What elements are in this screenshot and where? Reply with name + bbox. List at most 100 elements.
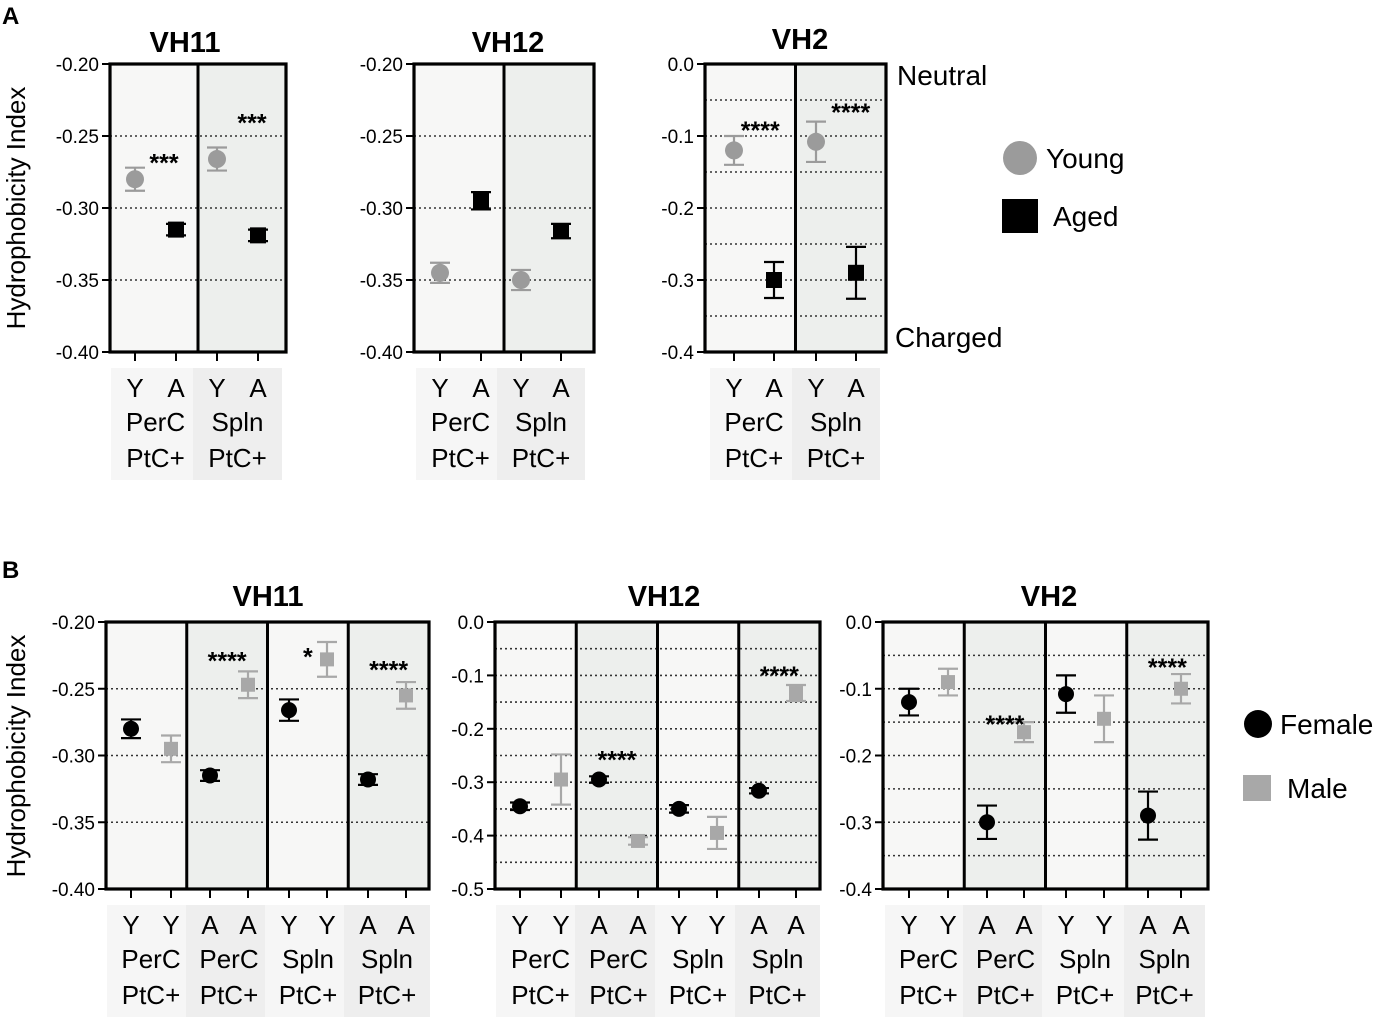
category-label: A: [359, 910, 377, 940]
category-label: Y: [511, 910, 528, 940]
category-label-box: [792, 368, 880, 480]
group-label-population: PtC+: [976, 980, 1035, 1010]
category-label: A: [765, 373, 783, 403]
y-tick-label: -0.1: [661, 127, 694, 148]
group-label-tissue: Spln: [211, 407, 263, 437]
category-label: Y: [1095, 910, 1112, 940]
category-label: A: [1139, 910, 1157, 940]
panel-frame: [493, 620, 822, 891]
group-label-tissue: Spln: [751, 944, 803, 974]
significance-stars: ***: [149, 150, 178, 178]
category-label-box: [735, 905, 820, 1017]
group-label-population: PtC+: [200, 980, 259, 1010]
data-point-aged: [168, 221, 184, 238]
significance-stars: ****: [831, 99, 870, 127]
panel-title: VH11: [150, 27, 221, 59]
data-point-female: [202, 767, 218, 784]
group-label-population: PtC+: [1056, 980, 1115, 1010]
category-label: A: [239, 910, 257, 940]
category-label-box: [193, 368, 282, 480]
group-label-population: PtC+: [589, 980, 648, 1010]
group-label-population: PtC+: [669, 980, 728, 1010]
data-point-young: [126, 170, 144, 189]
y-tick-label: -0.25: [56, 127, 99, 148]
y-tick-label: -0.20: [52, 613, 95, 634]
legend-aged-marker: [1002, 199, 1038, 233]
category-label-box: [655, 905, 741, 1017]
data-point-female: [751, 782, 767, 799]
y-tick-label: -0.1: [839, 680, 872, 701]
category-label-box: [111, 368, 200, 480]
y-tick-label: -0.3: [451, 773, 484, 794]
y-tick-label: -0.20: [360, 55, 403, 76]
group-label-population: PtC+: [279, 980, 338, 1010]
data-point-aged: [848, 264, 864, 281]
category-label: Y: [512, 373, 529, 403]
category-label-box: [344, 905, 430, 1017]
category-label: Y: [431, 373, 448, 403]
y-tick-label: -0.25: [360, 127, 403, 148]
data-point-female: [281, 702, 297, 719]
significance-stars: ***: [237, 109, 266, 137]
data-point-male: [399, 688, 413, 703]
y-tick-label: -0.40: [52, 880, 95, 901]
data-point-female: [979, 814, 995, 831]
data-point-male: [554, 772, 568, 787]
category-label: A: [787, 910, 805, 940]
category-label: A: [847, 373, 865, 403]
y-tick-label: -0.30: [56, 199, 99, 220]
data-point-female: [360, 771, 376, 788]
group-background: [110, 64, 198, 352]
group-label-tissue: Spln: [361, 944, 413, 974]
data-point-young: [725, 141, 743, 160]
group-label-tissue: PerC: [121, 944, 180, 974]
data-point-male: [1174, 681, 1188, 696]
group-label-tissue: PerC: [589, 944, 648, 974]
legend-a: Young Aged: [1002, 141, 1124, 233]
category-label: Y: [122, 910, 139, 940]
category-label-box: [107, 905, 195, 1017]
y-tick-label: 0.0: [458, 613, 484, 634]
legend-young-marker: [1003, 141, 1037, 175]
data-point-male: [1017, 725, 1031, 740]
category-label: Y: [126, 373, 143, 403]
category-label: A: [472, 373, 490, 403]
category-label-box: [575, 905, 662, 1017]
group-label-population: PtC+: [208, 443, 267, 473]
neutral-label: Neutral: [897, 60, 987, 91]
y-tick-label: -0.2: [451, 720, 484, 741]
category-label: A: [978, 910, 996, 940]
panel-letter-a: A: [2, 3, 19, 30]
data-point-young: [807, 132, 825, 151]
y-tick-label: -0.2: [661, 199, 694, 220]
panel-title: VH12: [628, 581, 701, 613]
group-label-tissue: PerC: [511, 944, 570, 974]
y-tick-label: -0.3: [661, 271, 694, 292]
data-point-male: [241, 677, 255, 692]
y-tick-label: -0.30: [360, 199, 403, 220]
panel-title: VH2: [1021, 581, 1077, 613]
category-label-box: [1042, 905, 1128, 1017]
charged-label: Charged: [895, 322, 1002, 353]
y-tick-label: 0.0: [668, 55, 694, 76]
data-point-male: [941, 675, 955, 690]
group-label-population: PtC+: [431, 443, 490, 473]
data-point-young: [512, 271, 530, 289]
category-label: A: [167, 373, 185, 403]
group-label-tissue: Spln: [672, 944, 724, 974]
data-point-female: [1058, 686, 1074, 703]
category-label-box: [1124, 905, 1205, 1017]
group-label-tissue: Spln: [1138, 944, 1190, 974]
group-label-tissue: Spln: [515, 407, 567, 437]
group-label-tissue: PerC: [724, 407, 783, 437]
category-label: Y: [900, 910, 917, 940]
legend-female-label: Female: [1280, 709, 1373, 740]
data-point-aged: [553, 223, 569, 240]
data-point-aged: [250, 227, 266, 244]
y-tick-label: -0.4: [451, 827, 484, 848]
data-point-aged: [473, 192, 489, 209]
group-label-population: PtC+: [358, 980, 417, 1010]
